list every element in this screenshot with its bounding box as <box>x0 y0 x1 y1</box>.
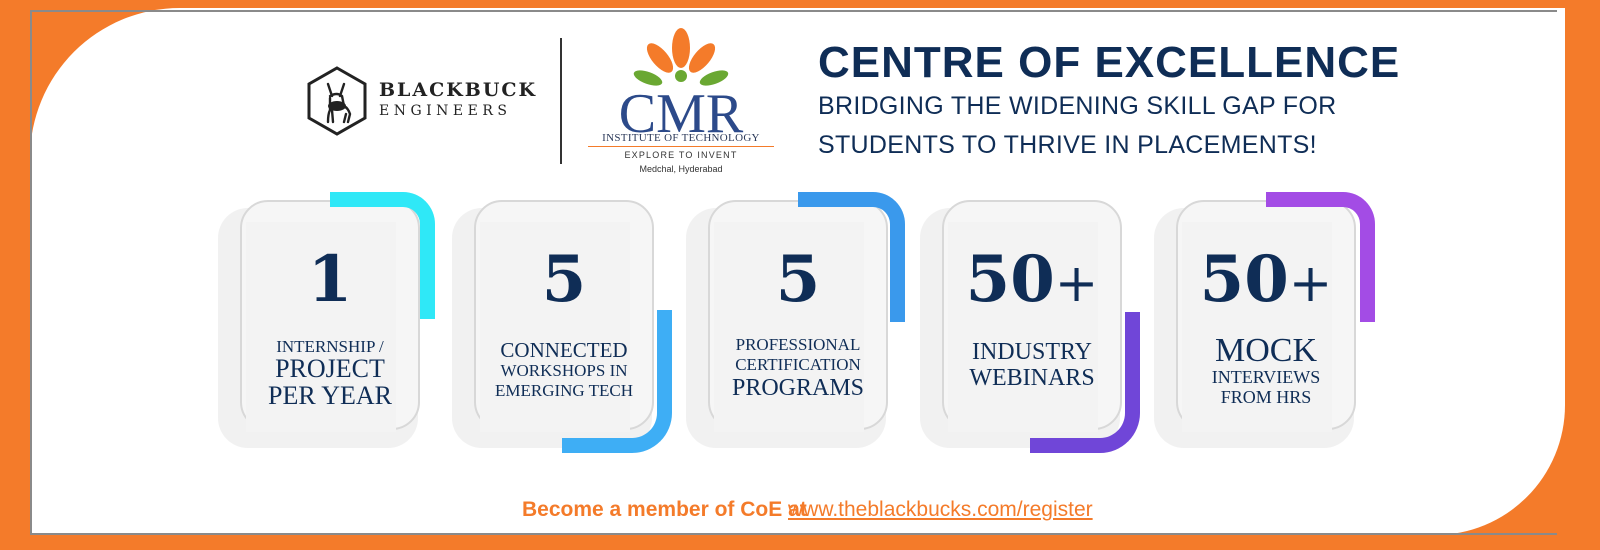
stat-value: 5 <box>541 242 587 317</box>
stat-value: 5 <box>775 242 821 317</box>
stat-value: 50+ <box>965 242 1099 317</box>
cmr-institute: INSTITUTE OF TECHNOLOGY <box>602 132 760 144</box>
cmr-tagline: EXPLORE TO INVENT <box>624 150 738 160</box>
accent-bracket-bottom-right <box>1030 312 1140 453</box>
lotus-flower-icon <box>633 28 729 86</box>
stat-card-workshops: 5 CONNECTED WORKSHOPS IN EMERGING TECH <box>452 200 674 453</box>
accent-bracket-top-right <box>798 192 905 322</box>
stat-card-certifications: 5 PROFESSIONAL CERTIFICATION PROGRAMS <box>686 192 908 450</box>
blackbuck-name: BLACKBUCK <box>379 79 538 101</box>
cmr-wordmark: CMR <box>618 83 744 145</box>
stat-label-line: PROJECT <box>275 354 385 383</box>
card-inner <box>714 222 864 432</box>
stat-label-line: CERTIFICATION <box>735 355 861 374</box>
blackbuck-subtitle: ENGINEERS <box>379 103 512 119</box>
stat-label-line: PER YEAR <box>268 381 392 410</box>
stat-card-mock-interviews: 50+ MOCK INTERVIEWS FROM HRS <box>1154 192 1376 450</box>
accent-bracket-top-right <box>330 192 435 319</box>
stat-label-line: INDUSTRY <box>971 339 1092 365</box>
subtitle-line-1: BRIDGING THE WIDENING SKILL GAP FOR <box>818 92 1337 120</box>
stat-label-line: WORKSHOPS IN <box>500 361 628 380</box>
stat-label-line: INTERVIEWS <box>1211 367 1321 387</box>
cmr-location: Medchal, Hyderabad <box>639 164 723 174</box>
stat-label-line: PROGRAMS <box>731 375 865 401</box>
blackbuck-hexagon-icon <box>307 66 367 136</box>
blackbuck-logo: BLACKBUCK ENGINEERS <box>306 66 536 136</box>
card-inner <box>480 222 630 432</box>
cmr-logo: CMR INSTITUTE OF TECHNOLOGY EXPLORE TO I… <box>586 26 776 182</box>
footer-cta: Become a member of CoE at <box>522 498 807 521</box>
register-link[interactable]: www.theblackbucks.com/register <box>788 498 1093 521</box>
logo-divider <box>560 38 562 164</box>
stat-value: 1 <box>307 242 353 317</box>
card-inner <box>246 222 396 432</box>
stat-label-line: MOCK <box>1214 332 1318 369</box>
page-title: CENTRE OF EXCELLENCE <box>818 38 1401 87</box>
accent-bracket-bottom-right <box>562 310 672 453</box>
subtitle-line-2: STUDENTS TO THRIVE IN PLACEMENTS! <box>818 131 1317 159</box>
card-inner <box>1182 222 1332 432</box>
panel-outline <box>30 10 1557 535</box>
stat-label-line: INTERNSHIP / <box>276 337 384 356</box>
stat-label-line: WEBINARS <box>969 365 1095 391</box>
card-inner <box>948 222 1098 432</box>
stat-label-line: PROFESSIONAL <box>735 335 861 354</box>
cmr-rule <box>588 146 774 147</box>
stat-label-line: FROM HRS <box>1220 387 1312 407</box>
stat-label-line: EMERGING TECH <box>494 381 634 400</box>
stat-card-internship: 1 INTERNSHIP / PROJECT PER YEAR <box>218 192 440 450</box>
stat-label-line: CONNECTED <box>500 338 628 362</box>
stat-value: 50+ <box>1199 242 1333 317</box>
stat-card-webinars: 50+ INDUSTRY WEBINARS <box>920 200 1142 453</box>
accent-bracket-top-right <box>1266 192 1375 322</box>
